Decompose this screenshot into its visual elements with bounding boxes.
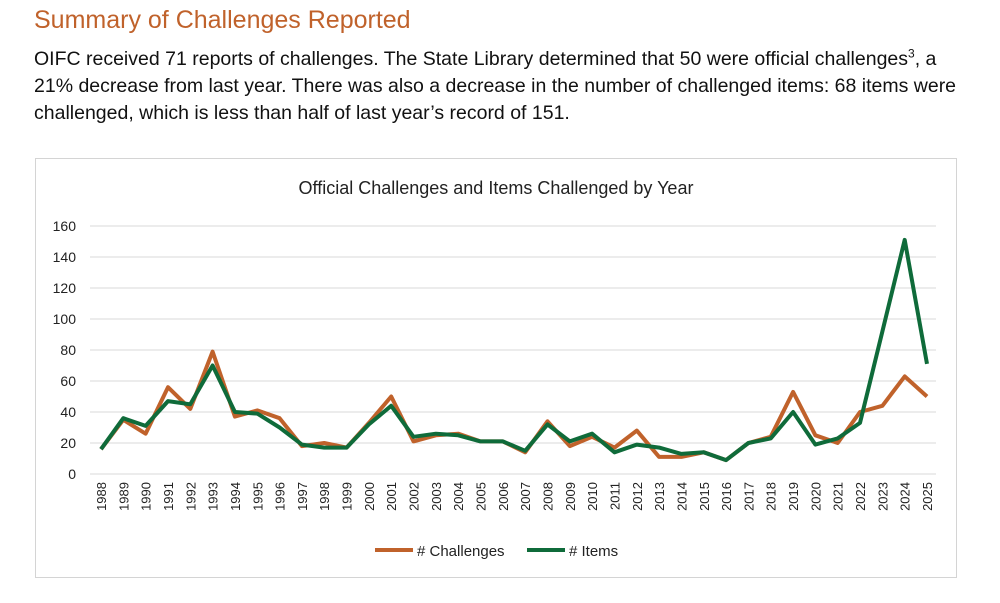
y-tick-label: 120 [53,280,77,296]
x-tick-label: 1989 [116,482,131,511]
paragraph-part2: , a 21% decrease from last year. There w… [34,48,957,124]
x-tick-label: 2024 [898,482,913,511]
x-tick-label: 2023 [875,482,890,511]
x-tick-label: 2010 [585,482,600,511]
legend-label: # Items [569,543,618,560]
x-tick-label: 2002 [407,482,422,511]
x-tick-label: 2019 [786,482,801,511]
y-tick-label: 160 [53,218,77,234]
y-tick-label: 0 [68,466,76,482]
x-tick-label: 2021 [831,482,846,511]
x-tick-label: 1998 [317,482,332,511]
footnote-marker[interactable]: 3 [908,46,915,61]
chart-container [35,158,957,578]
x-tick-label: 1990 [139,482,154,511]
paragraph-part1: OIFC received 71 reports of challenges. … [34,48,909,70]
series-line-items [99,237,929,463]
y-tick-label: 40 [60,404,76,420]
series-line-challenges [99,349,929,463]
x-tick-label: 2000 [362,482,377,511]
x-tick-label: 2020 [808,482,823,511]
y-tick-label: 100 [53,311,77,327]
y-tick-label: 60 [60,373,76,389]
section-heading: Summary of Challenges Reported [34,6,411,34]
x-tick-label: 1994 [228,482,243,511]
x-tick-label: 1995 [250,482,265,511]
y-tick-label: 20 [60,435,76,451]
x-tick-label: 2004 [451,482,466,511]
x-tick-label: 1993 [206,482,221,511]
x-tick-label: 2011 [607,482,622,510]
x-tick-label: 2008 [540,482,555,511]
x-tick-label: 1997 [295,482,310,511]
y-tick-label: 140 [53,249,77,265]
x-tick-label: 2013 [652,482,667,511]
x-tick-label: 1996 [273,482,288,511]
chart-title: Official Challenges and Items Challenged… [299,178,694,198]
x-tick-label: 2025 [920,482,935,511]
summary-paragraph: OIFC received 71 reports of challenges. … [34,46,974,127]
x-tick-label: 2015 [697,482,712,511]
x-tick-label: 2014 [674,482,689,511]
x-tick-label: 2016 [719,482,734,511]
x-tick-label: 1991 [161,482,176,511]
x-tick-label: 2017 [741,482,756,511]
x-tick-label: 1988 [94,482,109,511]
x-tick-label: 2001 [384,482,399,511]
x-tick-label: 2006 [496,482,511,511]
x-tick-label: 1999 [340,482,355,511]
x-tick-label: 2018 [764,482,779,511]
x-tick-label: 2009 [563,482,578,511]
x-tick-label: 2012 [630,482,645,511]
x-tick-label: 1992 [183,482,198,511]
x-tick-label: 2005 [474,482,489,511]
x-tick-label: 2022 [853,482,868,511]
y-tick-label: 80 [60,342,76,358]
x-tick-label: 2003 [429,482,444,511]
legend-label: # Challenges [417,543,505,560]
x-tick-label: 2007 [518,482,533,511]
